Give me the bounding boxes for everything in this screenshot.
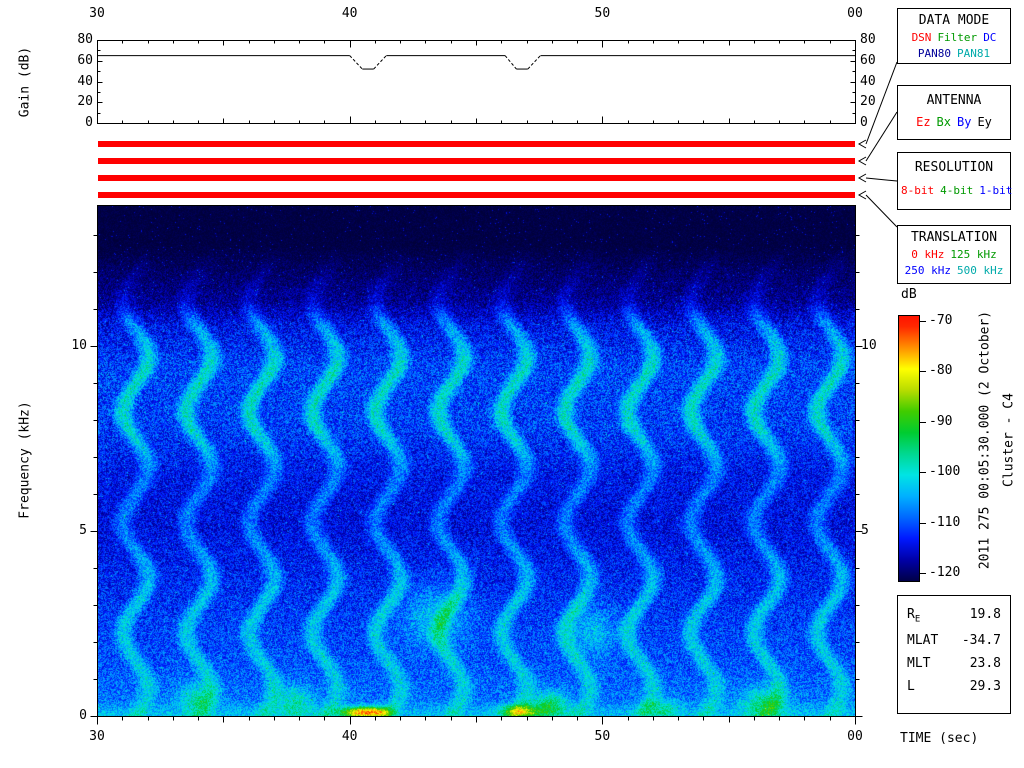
option-ez: Ez bbox=[916, 115, 931, 129]
colorbar-tick-label: -90 bbox=[929, 414, 953, 429]
colorbar-tick-label: -70 bbox=[929, 313, 953, 328]
gain-top-tick-label: 40 bbox=[341, 6, 358, 21]
option-1-bit: 1-bit bbox=[979, 184, 1013, 197]
gain-ytick-label-left: 60 bbox=[77, 52, 93, 68]
translation-options-line2: 250 kHz 500 kHz bbox=[898, 264, 1010, 277]
info-label: L bbox=[907, 678, 915, 694]
antenna-active-bar bbox=[98, 158, 855, 164]
gain-ytick-label-right: 80 bbox=[860, 32, 876, 47]
translation-panel: TRANSLATION 0 kHz 125 kHz 250 kHz 500 kHz bbox=[897, 225, 1011, 284]
option-4-bit: 4-bit bbox=[940, 184, 974, 197]
gain-ytick-label-left: 0 bbox=[85, 115, 93, 130]
option-bx: Bx bbox=[936, 115, 951, 129]
data-mode-options-line2: PAN80 PAN81 bbox=[898, 47, 1010, 60]
colorbar-tick-label: -120 bbox=[929, 565, 961, 580]
resolution-title: RESOLUTION bbox=[914, 160, 994, 175]
option-8-bit: 8-bit bbox=[901, 184, 935, 197]
gain-ytick-label-right: 0 bbox=[860, 115, 868, 130]
gain-top-tick-label: 50 bbox=[594, 6, 611, 21]
time-tick-label: 40 bbox=[341, 729, 358, 744]
gain-top-tick-label: 30 bbox=[89, 6, 105, 21]
gain-ytick-label-left: 40 bbox=[77, 73, 93, 89]
info-row-re: RE 19.8 bbox=[898, 607, 1010, 625]
data-mode-panel: DATA MODE DSN Filter DC PAN80 PAN81 bbox=[897, 8, 1011, 64]
gain-axis-label: Gain (dB) bbox=[17, 46, 33, 118]
gain-top-tick-label: 00 bbox=[847, 6, 863, 21]
info-value: 29.3 bbox=[969, 678, 1001, 694]
time-axis-label: TIME (sec) bbox=[900, 731, 979, 746]
option-dsn: DSN bbox=[911, 31, 932, 44]
antenna-options-line: Ez Bx By Ey bbox=[898, 115, 1010, 129]
option-dc: DC bbox=[983, 31, 997, 44]
spectrogram-canvas bbox=[98, 206, 855, 716]
translation-active-bar bbox=[98, 192, 855, 198]
gain-ytick-label-right: 40 bbox=[860, 73, 876, 89]
freq-tick-label-left: 10 bbox=[71, 337, 87, 353]
option-pan80: PAN80 bbox=[917, 47, 951, 60]
frequency-axis-label: Frequency (kHz) bbox=[17, 401, 33, 519]
resolution-options-line: 8-bit 4-bit 1-bit bbox=[898, 184, 1013, 197]
antenna-panel: ANTENNA Ez Bx By Ey bbox=[897, 85, 1011, 140]
info-row-mlt: MLT 23.8 bbox=[898, 656, 1010, 671]
data-mode-active-bar bbox=[98, 141, 855, 147]
timestamp-vertical-label: 2011 275 00:05:30.000 (2 October) bbox=[977, 310, 993, 570]
data-mode-options-line1: DSN Filter DC bbox=[898, 31, 1010, 44]
info-value: -34.7 bbox=[961, 632, 1001, 648]
freq-tick-label-left: 5 bbox=[79, 522, 87, 538]
resolution-active-bar bbox=[98, 175, 855, 181]
time-tick-label: 00 bbox=[847, 729, 863, 744]
option-pan81: PAN81 bbox=[957, 47, 991, 60]
freq-tick-label-left: 0 bbox=[79, 708, 87, 723]
option-250-khz: 250 kHz bbox=[904, 264, 951, 277]
info-row-mlat: MLAT -34.7 bbox=[898, 633, 1010, 648]
option-by: By bbox=[957, 115, 972, 129]
info-label: RE bbox=[907, 607, 921, 625]
resolution-panel: RESOLUTION 8-bit 4-bit 1-bit bbox=[897, 152, 1013, 210]
info-row-l: L 29.3 bbox=[898, 679, 1010, 694]
colorbar-tick-label: -80 bbox=[929, 363, 953, 378]
colorbar-tick-label: -100 bbox=[929, 464, 961, 479]
gain-ytick-label-left: 80 bbox=[77, 32, 93, 47]
info-value: 23.8 bbox=[969, 655, 1001, 671]
antenna-title: ANTENNA bbox=[926, 93, 982, 108]
option-ey: Ey bbox=[977, 115, 992, 129]
freq-tick-label-right: 5 bbox=[861, 522, 869, 538]
gain-ytick-label-right: 60 bbox=[860, 52, 876, 68]
time-tick-label: 30 bbox=[89, 729, 105, 744]
info-value: 19.8 bbox=[969, 607, 1001, 622]
data-mode-title: DATA MODE bbox=[918, 13, 990, 28]
info-label: MLT bbox=[907, 655, 931, 671]
option-125-khz: 125 kHz bbox=[950, 248, 997, 261]
option-filter: Filter bbox=[937, 31, 978, 44]
option-500-khz: 500 kHz bbox=[957, 264, 1004, 277]
translation-title: TRANSLATION bbox=[910, 230, 998, 245]
colorbar-tick-label: -110 bbox=[929, 515, 961, 530]
gain-ytick-label-right: 20 bbox=[860, 94, 876, 110]
colorbar-db-label: dB bbox=[901, 287, 917, 302]
option-0-khz: 0 kHz bbox=[911, 248, 945, 261]
info-label: MLAT bbox=[907, 632, 939, 648]
time-tick-label: 50 bbox=[594, 729, 611, 744]
freq-tick-label-right: 10 bbox=[861, 337, 877, 353]
translation-options-line1: 0 kHz 125 kHz bbox=[898, 248, 1010, 261]
colorbar bbox=[898, 315, 920, 582]
gain-ytick-label-left: 20 bbox=[77, 94, 93, 110]
spacecraft-vertical-label: Cluster - C4 bbox=[1001, 393, 1017, 487]
orbit-info-box: RE 19.8 MLAT -34.7 MLT 23.8 L 29.3 bbox=[897, 595, 1011, 714]
